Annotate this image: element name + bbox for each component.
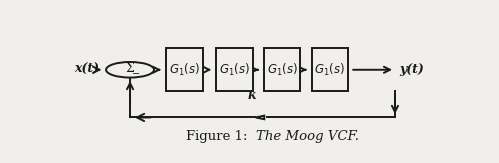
Text: Σ: Σ <box>126 62 135 75</box>
Text: The Moog VCF.: The Moog VCF. <box>255 130 359 143</box>
Text: $G_1(s)$: $G_1(s)$ <box>219 62 250 78</box>
Text: $G_1(s)$: $G_1(s)$ <box>266 62 297 78</box>
FancyBboxPatch shape <box>311 48 348 91</box>
Text: Figure 1:: Figure 1: <box>186 130 255 143</box>
Text: $G_1(s)$: $G_1(s)$ <box>169 62 200 78</box>
FancyBboxPatch shape <box>166 48 203 91</box>
Text: x(t): x(t) <box>74 63 99 76</box>
Circle shape <box>106 62 154 78</box>
Text: y(t): y(t) <box>399 63 424 76</box>
FancyBboxPatch shape <box>216 48 253 91</box>
FancyBboxPatch shape <box>263 48 300 91</box>
Text: $G_1(s)$: $G_1(s)$ <box>314 62 345 78</box>
Text: k: k <box>248 89 256 102</box>
Text: −: − <box>132 70 140 79</box>
Polygon shape <box>255 116 264 119</box>
